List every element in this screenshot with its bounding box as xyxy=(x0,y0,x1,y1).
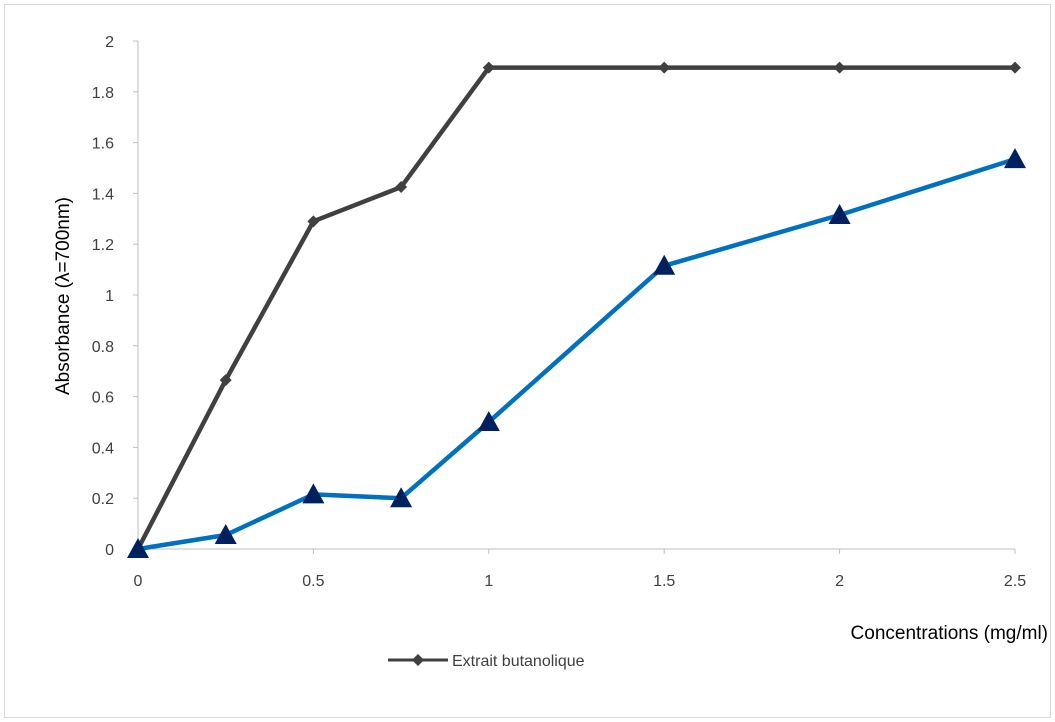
data-point-triangle xyxy=(1004,148,1026,169)
legend-label: Extrait butanolique xyxy=(452,653,585,670)
legend: Extrait butanolique xyxy=(388,653,585,670)
data-point-diamond xyxy=(658,61,671,74)
data-point-diamond xyxy=(1009,61,1021,74)
data-point-diamond xyxy=(307,215,320,228)
x-tick-label: 1 xyxy=(484,573,493,590)
data-point-triangle xyxy=(127,538,149,558)
y-tick-label: 1.8 xyxy=(92,85,114,102)
y-tick-label: 0.2 xyxy=(92,491,114,508)
x-tick-label: 1.5 xyxy=(653,573,675,590)
data-point-diamond xyxy=(482,61,495,74)
data-point-diamond xyxy=(395,181,408,194)
series-line-1 xyxy=(136,65,1015,551)
series-layer xyxy=(127,61,1026,558)
y-tick-label: 0.6 xyxy=(92,390,114,407)
y-tick-label: 1.2 xyxy=(92,237,114,254)
x-tick-label: 2.5 xyxy=(1004,573,1026,590)
x-tick-labels: 0 0.5 1 1.5 2 2.5 xyxy=(134,573,1027,590)
data-point-triangle xyxy=(302,483,325,504)
x-tick-label: 0 xyxy=(134,573,143,590)
data-point-triangle xyxy=(653,254,676,275)
y-tick-labels: 0 0.2 0.4 0.6 0.8 1 1.2 1.4 1.6 1.8 2 xyxy=(92,34,114,559)
x-tick-label: 2 xyxy=(835,573,844,590)
series-line-2 xyxy=(137,156,1016,552)
data-point-diamond xyxy=(833,61,846,74)
legend-marker xyxy=(412,654,424,666)
y-tick-label: 0 xyxy=(105,542,114,559)
chart-area xyxy=(4,4,1051,718)
y-tick-label: 2 xyxy=(105,34,114,51)
y-tick-label: 0.8 xyxy=(92,339,114,356)
data-point-triangle xyxy=(477,411,500,431)
data-point-triangle xyxy=(214,524,237,545)
x-tick-label: 0.5 xyxy=(302,573,324,590)
y-tick-label: 1 xyxy=(105,288,114,305)
data-point-triangle xyxy=(390,487,413,508)
y-tick-label: 1.6 xyxy=(92,136,114,153)
axes xyxy=(133,40,1016,554)
data-point-diamond xyxy=(219,374,232,387)
y-tick-label: 0.4 xyxy=(92,440,114,457)
y-tick-label: 1.4 xyxy=(92,186,114,203)
data-point-triangle xyxy=(828,203,851,224)
x-axis-title: Concentrations (mg/ml) xyxy=(851,623,1048,644)
y-axis-title: Absorbance (λ=700nm) xyxy=(53,197,74,395)
